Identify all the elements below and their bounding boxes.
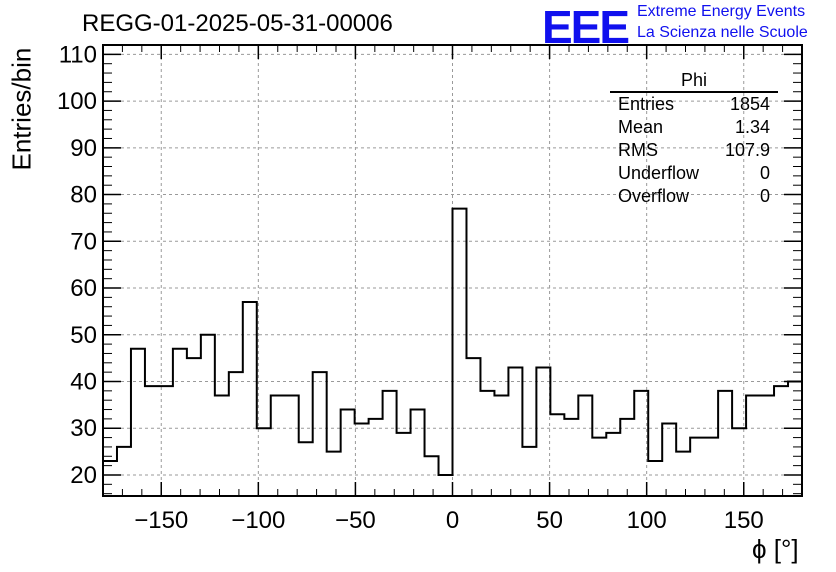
histogram-bin [634,391,648,496]
histogram-bin [466,358,480,496]
histogram-bin [480,391,494,496]
stats-row: Entries 1854 [610,93,778,116]
x-tick-label: −150 [134,507,188,534]
histogram-bin [592,438,606,496]
x-tick-label: 50 [536,507,563,534]
histogram-bin [564,419,578,496]
histogram-bin [550,414,564,496]
stats-row: Underflow 0 [610,162,778,185]
x-tick-label: 100 [627,507,667,534]
histogram-bin [788,381,802,496]
stats-label: Entries [618,94,675,114]
histogram-bin [341,410,355,496]
y-tick-label: 70 [70,228,97,255]
histogram-bin [648,461,662,496]
stats-value: 1.34 [734,117,770,137]
histogram-bin [439,475,453,496]
histogram-bin [690,438,704,496]
y-tick-label: 100 [57,88,97,115]
histogram-bin [285,396,299,496]
histogram-bin [453,209,467,496]
histogram-bin [145,386,159,496]
stats-row: Mean 1.34 [610,116,778,139]
histogram-bin [383,391,397,496]
axis-ticks [102,44,803,496]
x-axis-label: ϕ [°] [752,534,799,564]
histogram-bin [536,367,550,496]
y-tick-label: 40 [70,368,97,395]
histogram-bin [425,456,439,496]
stats-row: RMS 107.9 [610,139,778,162]
stats-label: Underflow [618,163,700,183]
y-tick-label: 50 [70,322,97,349]
x-tick-label: −50 [335,507,376,534]
stats-label: Overflow [618,186,690,206]
stats-title: Phi [610,70,778,93]
stats-label: RMS [618,140,658,160]
histogram-bin [411,410,425,496]
histogram-bin [117,447,131,496]
x-tick-label: 150 [724,507,764,534]
stats-value: 0 [759,186,770,206]
plot-title: REGG-01-2025-05-31-00006 [82,10,393,37]
histogram-bin [718,391,732,496]
y-tick-label: 30 [70,415,97,442]
y-tick-label: 80 [70,182,97,209]
histogram-bin [369,419,383,496]
eee-logo: EEE [542,1,630,53]
logo-line-2: La Scienza nelle Scuole [637,24,808,41]
histogram-bin [201,335,215,496]
y-tick-label: 90 [70,135,97,162]
histogram-bin [103,461,117,496]
histogram-bin [229,372,243,496]
histogram-bin [173,349,187,496]
histogram-bin [508,367,522,496]
y-tick-label: 60 [70,275,97,302]
stats-value: 0 [759,163,770,183]
histogram-bin [746,396,760,496]
y-tick-label: 20 [70,462,97,489]
histogram-bin [760,396,774,496]
histogram-bin [620,419,634,496]
histogram-bin [676,452,690,496]
stats-label: Mean [618,117,664,137]
histogram-bin [704,438,718,496]
stats-value: 1854 [729,94,770,114]
histogram-bin [271,396,285,496]
histogram-bin [327,452,341,496]
x-tick-label: −100 [231,507,285,534]
histogram-bin [606,433,620,496]
histogram-bin [313,372,327,496]
y-tick-label: 110 [59,41,97,68]
histogram-bin [522,447,536,496]
plot-frame [102,44,803,497]
histogram-bin [131,349,145,496]
histogram-bin [215,396,229,496]
x-tick-label: 0 [446,507,459,534]
histogram-bin [662,424,676,496]
histogram-bin [774,386,788,496]
histogram-bin [494,396,508,496]
histogram-bin [243,302,257,496]
histogram-bins [103,207,802,496]
stats-box: Phi Entries 1854 Mean 1.34 RMS 107.9 Underf… [610,70,778,208]
stats-row: Overflow 0 [610,185,778,208]
histogram-bin [397,433,411,496]
histogram-bin [355,424,369,496]
histogram-outline [103,207,802,476]
y-axis-label: Entries/bin [6,47,37,171]
logo-line-1: Extreme Energy Events [637,3,806,20]
tick-labels: −150 −100 −50 0 50 100 150 20 30 40 50 60 70 80 90 100 1… [57,41,764,534]
histogram-bin [299,442,313,496]
stats-value: 107.9 [724,140,770,160]
histogram-bin [578,396,592,496]
